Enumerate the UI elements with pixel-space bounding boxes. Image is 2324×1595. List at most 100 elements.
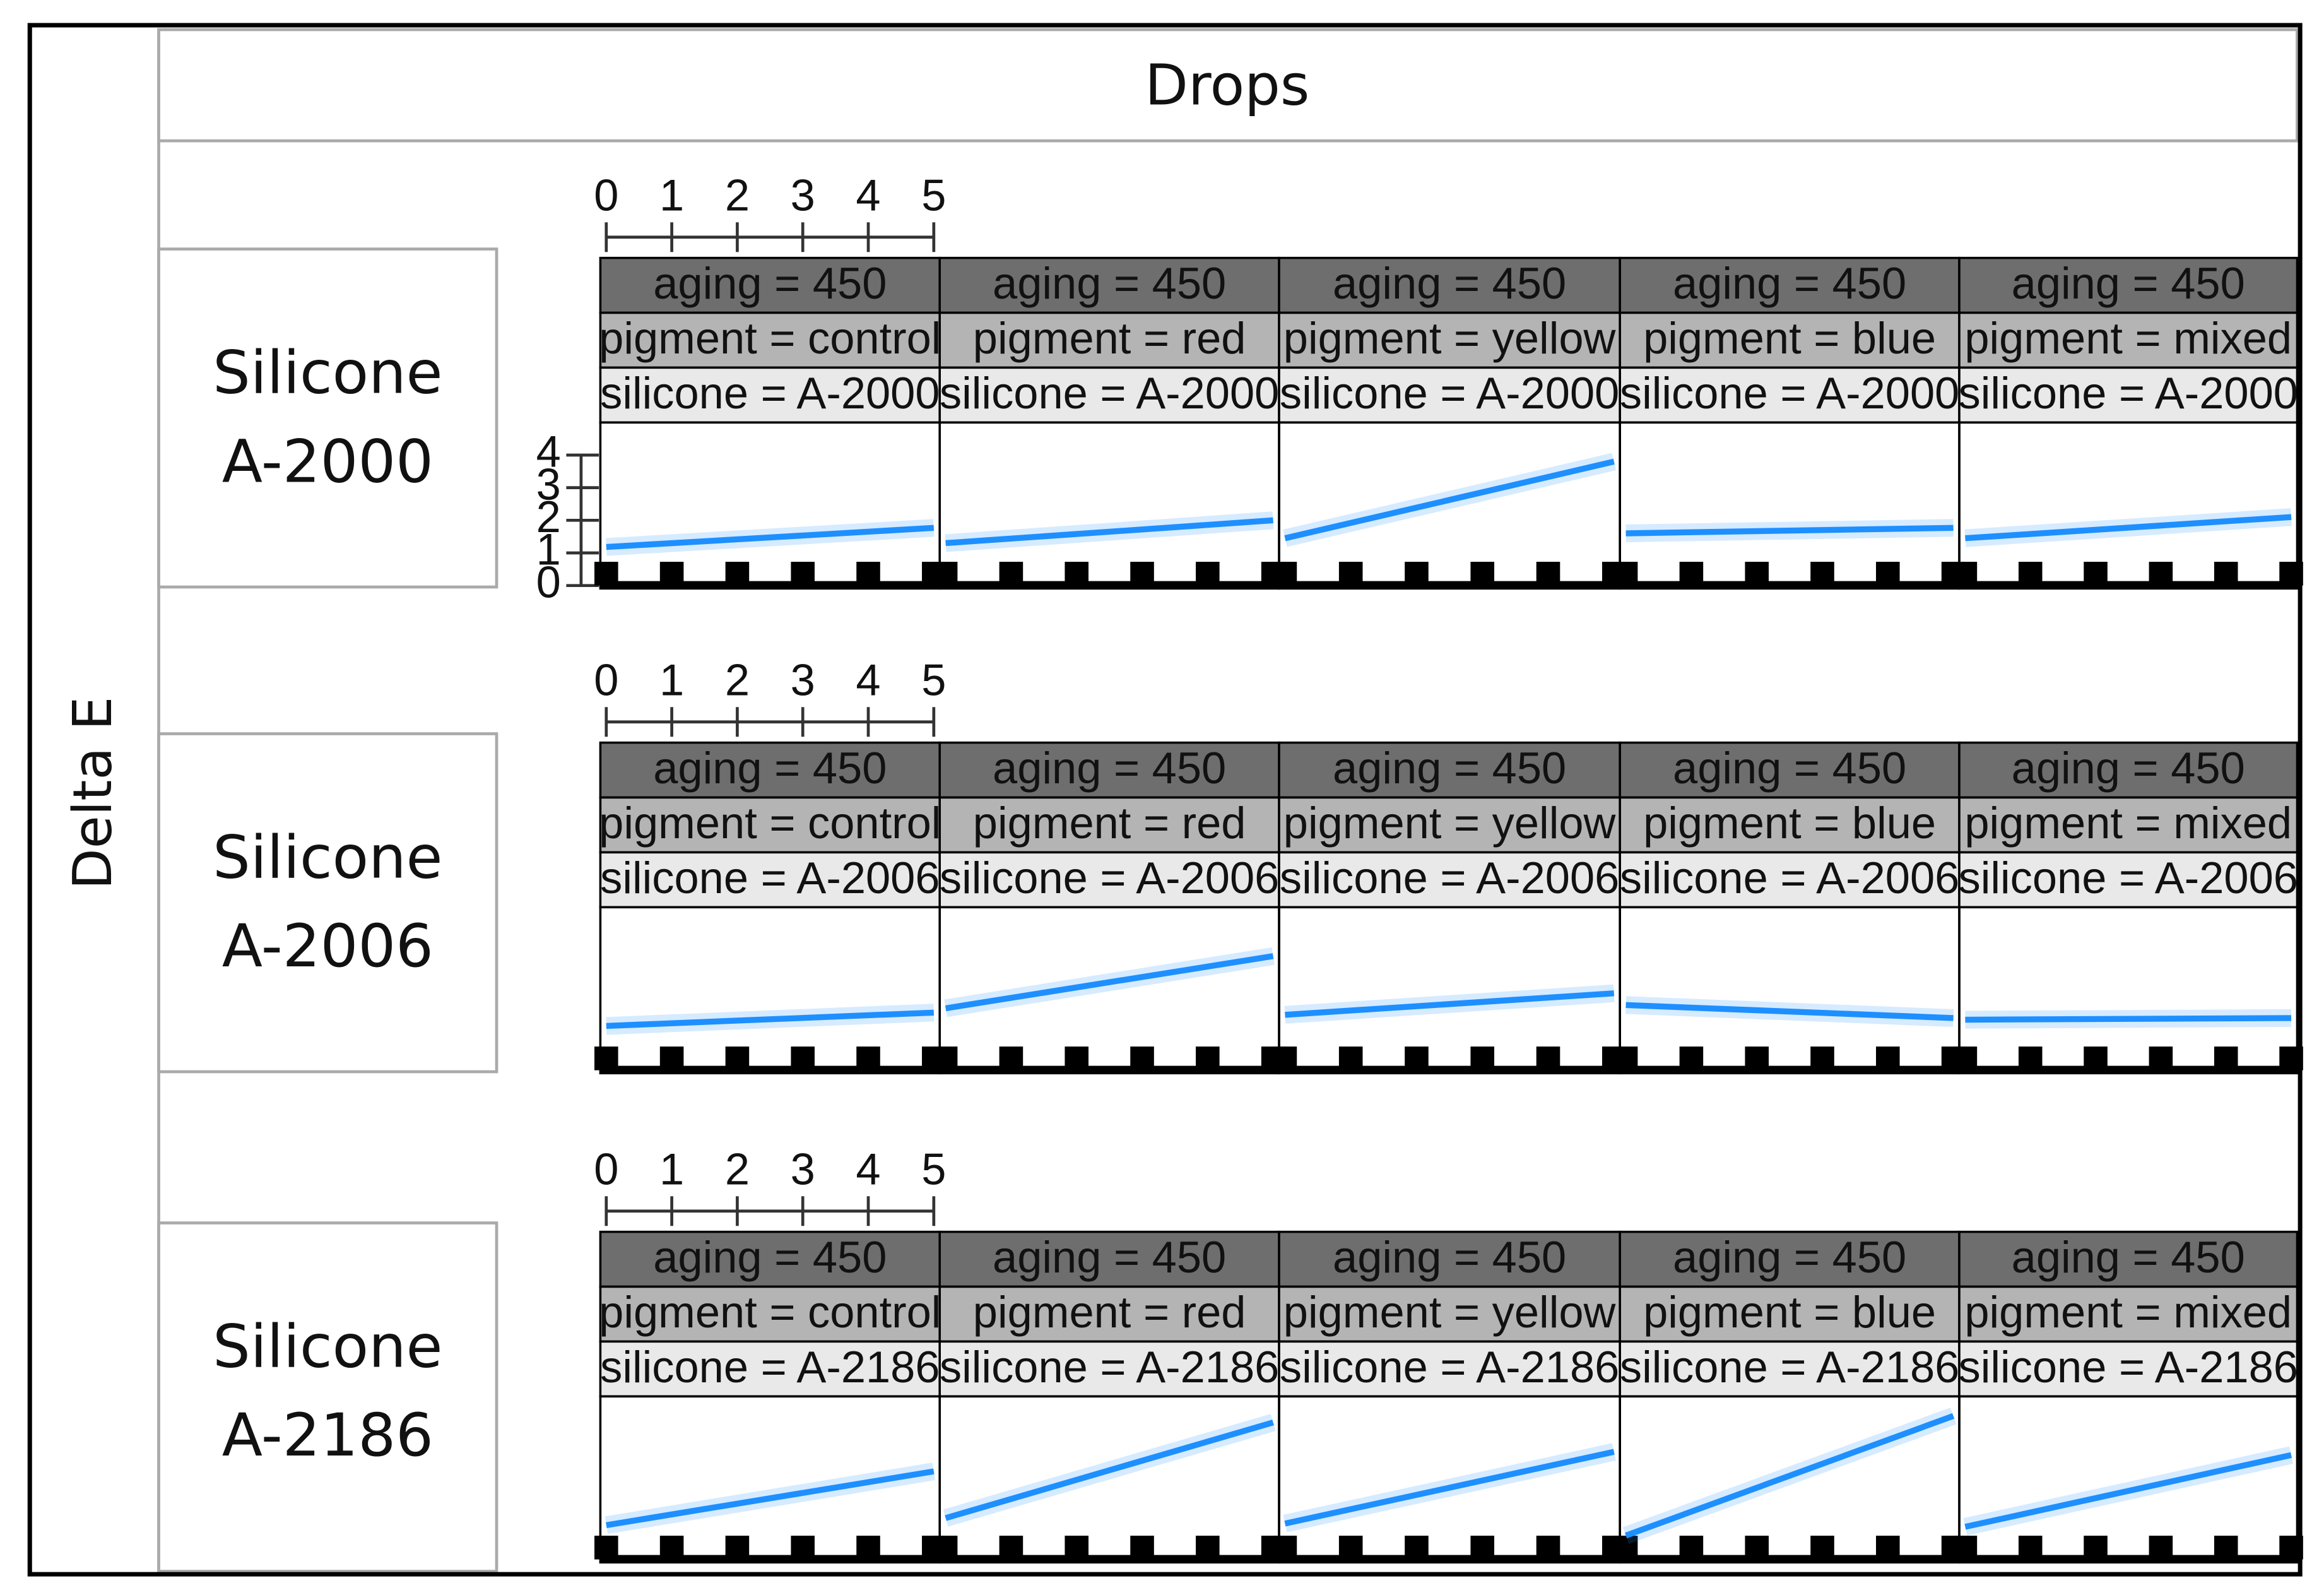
rug-mark [1536,562,1560,586]
strip-label: pigment = control [599,1287,941,1337]
strip-label: silicone = A-2006 [1959,853,2298,903]
strip [938,1340,1280,1398]
y-tick-label: 1 [536,525,561,574]
strip [1958,1285,2299,1343]
strip-label: silicone = A-2006 [940,853,1279,903]
rug-mark [2084,1047,2108,1070]
trend-line [1285,990,1615,1018]
rug-mark [725,1536,750,1560]
x-tick-label: 0 [594,655,618,704]
rug-mark [594,1047,618,1070]
strip [1278,366,1621,424]
trend-line [945,1420,1274,1521]
rug-mark [1613,1047,1638,1070]
strip [599,796,941,854]
x-tick-label: 4 [856,1144,880,1194]
row-label: Silicone A-2006 [213,824,443,981]
rug-mark [1470,562,1495,586]
strip [599,1340,941,1398]
row-label-holder: Silicone A-2000 [213,340,442,497]
rug-mark [1613,1536,1638,1560]
strip [1619,1285,1961,1343]
rug-mark [1810,1536,1834,1560]
rug-mark [933,1536,958,1560]
strip-label: aging = 450 [1333,258,1566,308]
strip-label: pigment = red [973,1287,1246,1337]
strip [1619,256,1961,314]
trend-line [606,1009,935,1029]
strip-label: aging = 450 [993,1232,1226,1282]
trend-line [1964,1452,2292,1530]
x-tick-label: 2 [725,655,750,704]
strip [1619,311,1961,369]
x-tick-label: 5 [921,1144,946,1194]
rug-mark [1405,1536,1429,1560]
strip [599,741,941,799]
rug-mark [1679,562,1704,586]
strip-label: pigment = yellow [1283,798,1617,848]
rug-mark [933,1047,958,1070]
rug-mark [1953,1536,1978,1560]
strip-label: silicone = A-2006 [600,853,940,903]
trend-line [945,517,1273,547]
rug-mark [1130,562,1154,586]
strip-label: aging = 450 [2012,1232,2245,1282]
rug-mark [2084,1536,2108,1560]
strip [938,366,1280,424]
y-axis-label: Delta E [62,697,124,890]
strip-label: pigment = yellow [1283,313,1617,363]
trend-line [945,953,1274,1012]
strip [1619,851,1961,909]
rug-mark [1679,1536,1704,1560]
rug-mark [1876,1047,1900,1070]
strip-label: aging = 450 [1333,1232,1566,1282]
strip [1278,1285,1621,1343]
row-label-box [157,732,498,1074]
rug-mark [856,1047,880,1070]
rug-base [940,1065,1280,1074]
trend-line [606,525,935,550]
strip-label: silicone = A-2000 [1280,368,1619,418]
rug-base [1959,581,2297,589]
rug-mark [2149,1047,2173,1070]
strip-label: pigment = yellow [1283,1287,1617,1337]
trend-line [1965,514,2292,542]
strip [1958,366,2299,424]
rug-mark [1470,1047,1495,1070]
rug-mark [2214,1536,2238,1560]
strip [1958,1230,2299,1288]
rug-mark [2018,1536,2043,1560]
rug-mark [1273,562,1297,586]
x-tick-label: 1 [659,170,684,220]
strip-label: pigment = red [973,798,1246,848]
rug-base [1620,1555,1959,1563]
strip [1619,796,1961,854]
x-tick-label: 5 [921,655,946,704]
rug-base [940,581,1280,589]
y-tick-label: 4 [536,427,561,477]
rug-mark [2018,562,2043,586]
x-tick-label: 2 [725,1144,750,1194]
strip-label: aging = 450 [993,258,1226,308]
x-tick-label: 5 [921,170,946,220]
rug-mark [1810,562,1834,586]
strip [938,256,1280,314]
rug-mark [1405,1047,1429,1070]
strip-label: silicone = A-2006 [1620,853,1959,903]
y-tick-label: 3 [536,459,561,509]
strip [1958,796,2299,854]
x-tick-label: 4 [856,170,880,220]
rug-mark [1745,1536,1769,1560]
row-label-holder: Silicone A-2006 [213,824,443,981]
rug-base [1279,581,1620,589]
rug-mark [999,1536,1023,1560]
strip-label: pigment = blue [1643,313,1936,363]
strip-label: silicone = A-2186 [1959,1342,2298,1392]
rug-base [600,581,940,589]
rug-mark [933,562,958,586]
rug-mark [1130,1047,1154,1070]
rug-base [940,1555,1280,1563]
rug-mark [594,562,618,586]
trend-line [1284,458,1615,542]
